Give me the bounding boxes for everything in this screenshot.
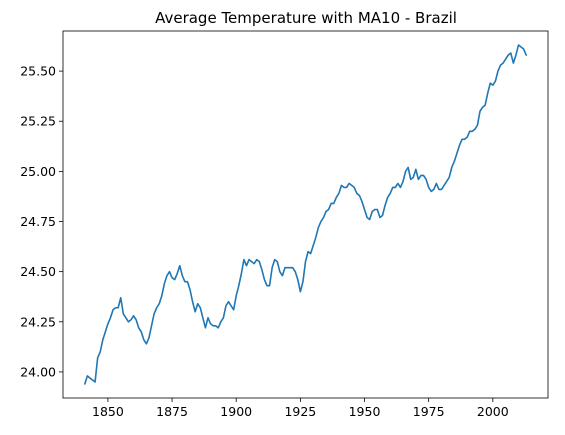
x-tick-label: 2000	[477, 404, 509, 419]
x-tick-label: 1875	[156, 404, 188, 419]
y-tick-label: 24.75	[20, 214, 56, 229]
y-tick-label: 24.25	[20, 314, 56, 329]
series-line-0	[84, 44, 527, 385]
plot-frame	[62, 30, 549, 399]
x-tick-label: 1850	[92, 404, 124, 419]
chart-title: Average Temperature with MA10 - Brazil	[155, 9, 457, 27]
y-tick-label: 24.00	[20, 364, 56, 379]
y-axis: 24.00 24.25 24.50 24.75 25.00 25.25 25.50	[20, 64, 63, 379]
y-tick-label: 24.50	[20, 264, 56, 279]
x-tick-label: 1925	[284, 404, 316, 419]
x-axis: 1850 1875 1900 1925 1950 1975 2000	[92, 398, 509, 419]
y-tick-label: 25.25	[20, 114, 56, 129]
x-tick-label: 1950	[349, 404, 381, 419]
x-tick-label: 1900	[220, 404, 252, 419]
x-tick-label: 1975	[413, 404, 445, 419]
y-tick-label: 25.50	[20, 64, 56, 79]
y-tick-label: 25.00	[20, 164, 56, 179]
plot-area	[84, 44, 527, 385]
